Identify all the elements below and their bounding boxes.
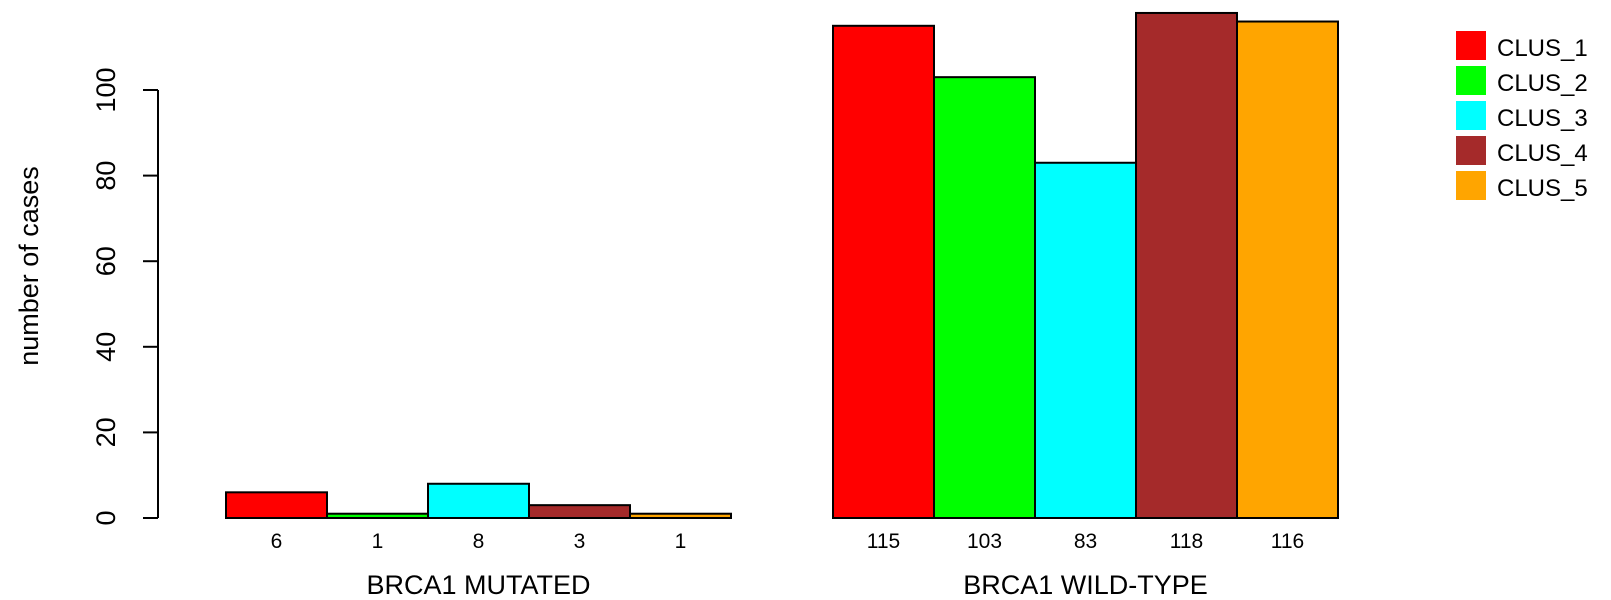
legend-label: CLUS_4 [1497,140,1588,167]
legend-swatch [1456,66,1486,95]
group-labels: BRCA1 MUTATED BRCA1 WILD-TYPE [366,570,1207,600]
y-tick-label: 0 [91,510,121,525]
bar-count-label: 103 [967,530,1002,553]
y-axis-title: number of cases [14,166,44,366]
bar-clus_5-group-1 [629,512,732,519]
count-labels: 6 1 8 3 1 115 103 83 118 116 [271,530,1305,553]
legend-swatch [1456,171,1486,200]
legend-swatch [1456,101,1486,130]
group-label: BRCA1 MUTATED [366,570,590,600]
bar-count-label: 3 [574,530,586,553]
group-label: BRCA1 WILD-TYPE [963,570,1208,600]
y-tick-label: 60 [91,246,121,276]
bars [225,11,1339,520]
bar-clus_1-group-2 [832,24,935,520]
legend-label: CLUS_3 [1497,105,1588,132]
y-axis: 0 20 40 60 80 100 [91,67,159,526]
bar-clus_4-group-1 [528,504,631,520]
bar-count-label: 6 [271,530,283,553]
y-tick-label: 40 [91,332,121,362]
bar-count-label: 1 [372,530,384,553]
y-tick-label: 20 [91,417,121,447]
legend-label: CLUS_2 [1497,70,1588,97]
bar-count-label: 1 [675,530,687,553]
bar-clus_5-group-2 [1236,20,1339,520]
bar-clus_3-group-2 [1034,161,1137,519]
bar-count-label: 116 [1271,530,1304,553]
bar-count-label: 83 [1074,530,1097,553]
legend-swatch [1456,136,1486,165]
legend: CLUS_1 CLUS_2 CLUS_3 CLUS_4 CLUS_5 [1456,31,1588,202]
bar-count-label: 118 [1170,530,1203,553]
bar-clus_1-group-1 [225,491,328,520]
bar-count-label: 115 [867,530,900,553]
legend-label: CLUS_5 [1497,175,1588,202]
bar-count-label: 8 [473,530,485,553]
bar-clus_3-group-1 [427,482,530,520]
legend-swatch [1456,31,1486,60]
bar-clus_2-group-2 [933,76,1036,519]
y-tick-label: 80 [91,161,121,191]
bar-clus_4-group-2 [1135,11,1238,520]
bar-clus_2-group-1 [326,512,429,519]
y-tick-label: 100 [91,67,121,112]
legend-label: CLUS_1 [1497,35,1588,62]
